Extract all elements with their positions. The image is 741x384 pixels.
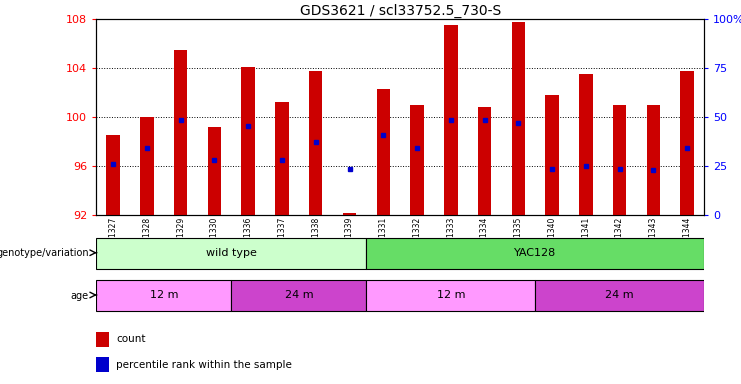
- Bar: [680, 71, 694, 215]
- Text: age: age: [71, 291, 89, 301]
- Bar: [376, 89, 390, 215]
- Text: 12 m: 12 m: [150, 290, 178, 300]
- Bar: [511, 22, 525, 215]
- Bar: [207, 127, 222, 215]
- Bar: [140, 117, 153, 215]
- Bar: [96, 238, 366, 269]
- Bar: [343, 213, 356, 215]
- Title: GDS3621 / scl33752.5_730-S: GDS3621 / scl33752.5_730-S: [299, 4, 501, 18]
- Text: count: count: [116, 334, 146, 344]
- Bar: [613, 105, 626, 215]
- Bar: [96, 332, 109, 346]
- Text: genotype/variation: genotype/variation: [0, 248, 89, 258]
- Bar: [579, 74, 593, 215]
- Bar: [96, 280, 231, 311]
- Bar: [96, 357, 109, 372]
- Bar: [242, 67, 255, 215]
- Bar: [309, 71, 322, 215]
- Text: YAC128: YAC128: [514, 248, 556, 258]
- Bar: [366, 280, 535, 311]
- Text: 12 m: 12 m: [436, 290, 465, 300]
- Bar: [535, 280, 704, 311]
- Bar: [366, 238, 704, 269]
- Bar: [444, 25, 457, 215]
- Bar: [411, 105, 424, 215]
- Bar: [545, 95, 559, 215]
- Text: percentile rank within the sample: percentile rank within the sample: [116, 360, 292, 370]
- Text: 24 m: 24 m: [285, 290, 313, 300]
- Text: wild type: wild type: [206, 248, 257, 258]
- Bar: [107, 136, 120, 215]
- Text: 24 m: 24 m: [605, 290, 634, 300]
- Bar: [275, 103, 289, 215]
- Bar: [231, 280, 366, 311]
- Bar: [647, 105, 660, 215]
- Bar: [174, 50, 187, 215]
- Bar: [478, 108, 491, 215]
